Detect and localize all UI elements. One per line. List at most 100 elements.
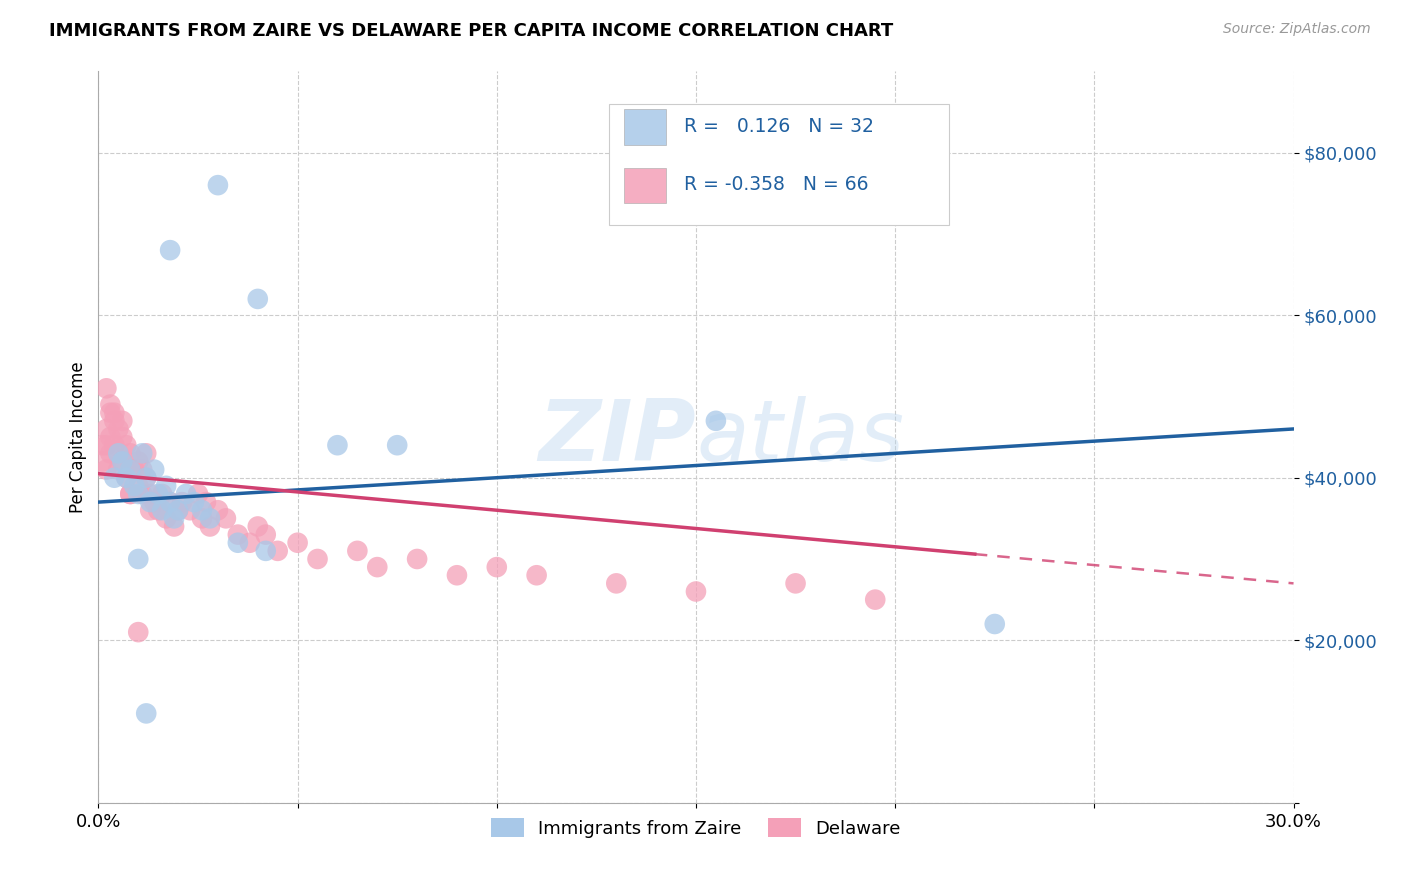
Point bbox=[174, 487, 197, 501]
Point bbox=[163, 519, 186, 533]
Point bbox=[346, 544, 368, 558]
Point bbox=[195, 495, 218, 509]
Point bbox=[135, 471, 157, 485]
Point bbox=[120, 487, 142, 501]
Point bbox=[167, 503, 190, 517]
Point bbox=[159, 243, 181, 257]
Point bbox=[246, 519, 269, 533]
Point bbox=[179, 503, 201, 517]
Point bbox=[150, 503, 173, 517]
Point bbox=[96, 422, 118, 436]
Point bbox=[526, 568, 548, 582]
Point bbox=[148, 487, 170, 501]
Point bbox=[135, 706, 157, 721]
Point bbox=[150, 487, 173, 501]
Point bbox=[143, 495, 166, 509]
Point bbox=[246, 292, 269, 306]
Point bbox=[127, 552, 149, 566]
Text: atlas: atlas bbox=[696, 395, 904, 479]
Point bbox=[207, 503, 229, 517]
Point bbox=[98, 406, 122, 420]
Point bbox=[406, 552, 429, 566]
Point bbox=[120, 462, 142, 476]
Point bbox=[107, 422, 129, 436]
Point bbox=[127, 454, 149, 468]
Point bbox=[135, 471, 157, 485]
Point bbox=[167, 503, 190, 517]
Point bbox=[143, 462, 166, 476]
Point bbox=[187, 487, 209, 501]
Point bbox=[127, 625, 149, 640]
Point bbox=[326, 438, 349, 452]
Point bbox=[111, 454, 134, 468]
Point bbox=[96, 381, 118, 395]
FancyBboxPatch shape bbox=[609, 104, 949, 225]
Point bbox=[207, 178, 229, 193]
Point bbox=[139, 503, 162, 517]
Point bbox=[91, 454, 114, 468]
Point bbox=[183, 495, 205, 509]
Point bbox=[98, 446, 122, 460]
Point bbox=[226, 535, 249, 549]
Point bbox=[865, 592, 887, 607]
Point bbox=[155, 479, 177, 493]
Point bbox=[198, 511, 221, 525]
Point bbox=[96, 438, 118, 452]
Point bbox=[115, 471, 138, 485]
Point bbox=[127, 487, 149, 501]
Point bbox=[115, 438, 138, 452]
Point bbox=[107, 446, 129, 460]
Point bbox=[127, 479, 149, 493]
Point bbox=[107, 446, 129, 460]
Point bbox=[685, 584, 707, 599]
Point bbox=[239, 535, 262, 549]
Point bbox=[385, 438, 409, 452]
Text: R =   0.126   N = 32: R = 0.126 N = 32 bbox=[685, 117, 875, 136]
Point bbox=[120, 446, 142, 460]
Point bbox=[107, 462, 129, 476]
Point bbox=[198, 519, 221, 533]
Point bbox=[163, 511, 186, 525]
Point bbox=[103, 471, 125, 485]
Point bbox=[135, 446, 157, 460]
Text: ZIP: ZIP bbox=[538, 395, 696, 479]
Point bbox=[124, 479, 146, 493]
Point bbox=[111, 414, 134, 428]
Point bbox=[103, 438, 125, 452]
Text: R = -0.358   N = 66: R = -0.358 N = 66 bbox=[685, 175, 869, 194]
Point bbox=[103, 414, 125, 428]
Point bbox=[148, 503, 170, 517]
Point bbox=[139, 495, 162, 509]
Point bbox=[98, 398, 122, 412]
Bar bbox=[624, 110, 666, 145]
Bar bbox=[624, 168, 666, 203]
Point bbox=[172, 495, 194, 509]
Point bbox=[91, 438, 114, 452]
Point bbox=[215, 511, 238, 525]
Point bbox=[159, 495, 181, 509]
Point bbox=[120, 487, 142, 501]
Point bbox=[984, 617, 1007, 632]
Point bbox=[191, 503, 214, 517]
Point bbox=[605, 576, 627, 591]
Point bbox=[131, 462, 153, 476]
Point bbox=[485, 560, 508, 574]
Point bbox=[704, 414, 727, 428]
Point bbox=[366, 560, 388, 574]
Point bbox=[254, 544, 277, 558]
Point bbox=[131, 446, 153, 460]
Point bbox=[131, 487, 153, 501]
Point bbox=[287, 535, 309, 549]
Point bbox=[785, 576, 807, 591]
Point bbox=[139, 487, 162, 501]
Point bbox=[98, 430, 122, 444]
Point bbox=[254, 527, 277, 541]
Point bbox=[115, 471, 138, 485]
Point bbox=[111, 430, 134, 444]
Point bbox=[267, 544, 290, 558]
Point bbox=[446, 568, 468, 582]
Point bbox=[103, 406, 125, 420]
Point bbox=[226, 527, 249, 541]
Point bbox=[96, 462, 118, 476]
Point bbox=[307, 552, 329, 566]
